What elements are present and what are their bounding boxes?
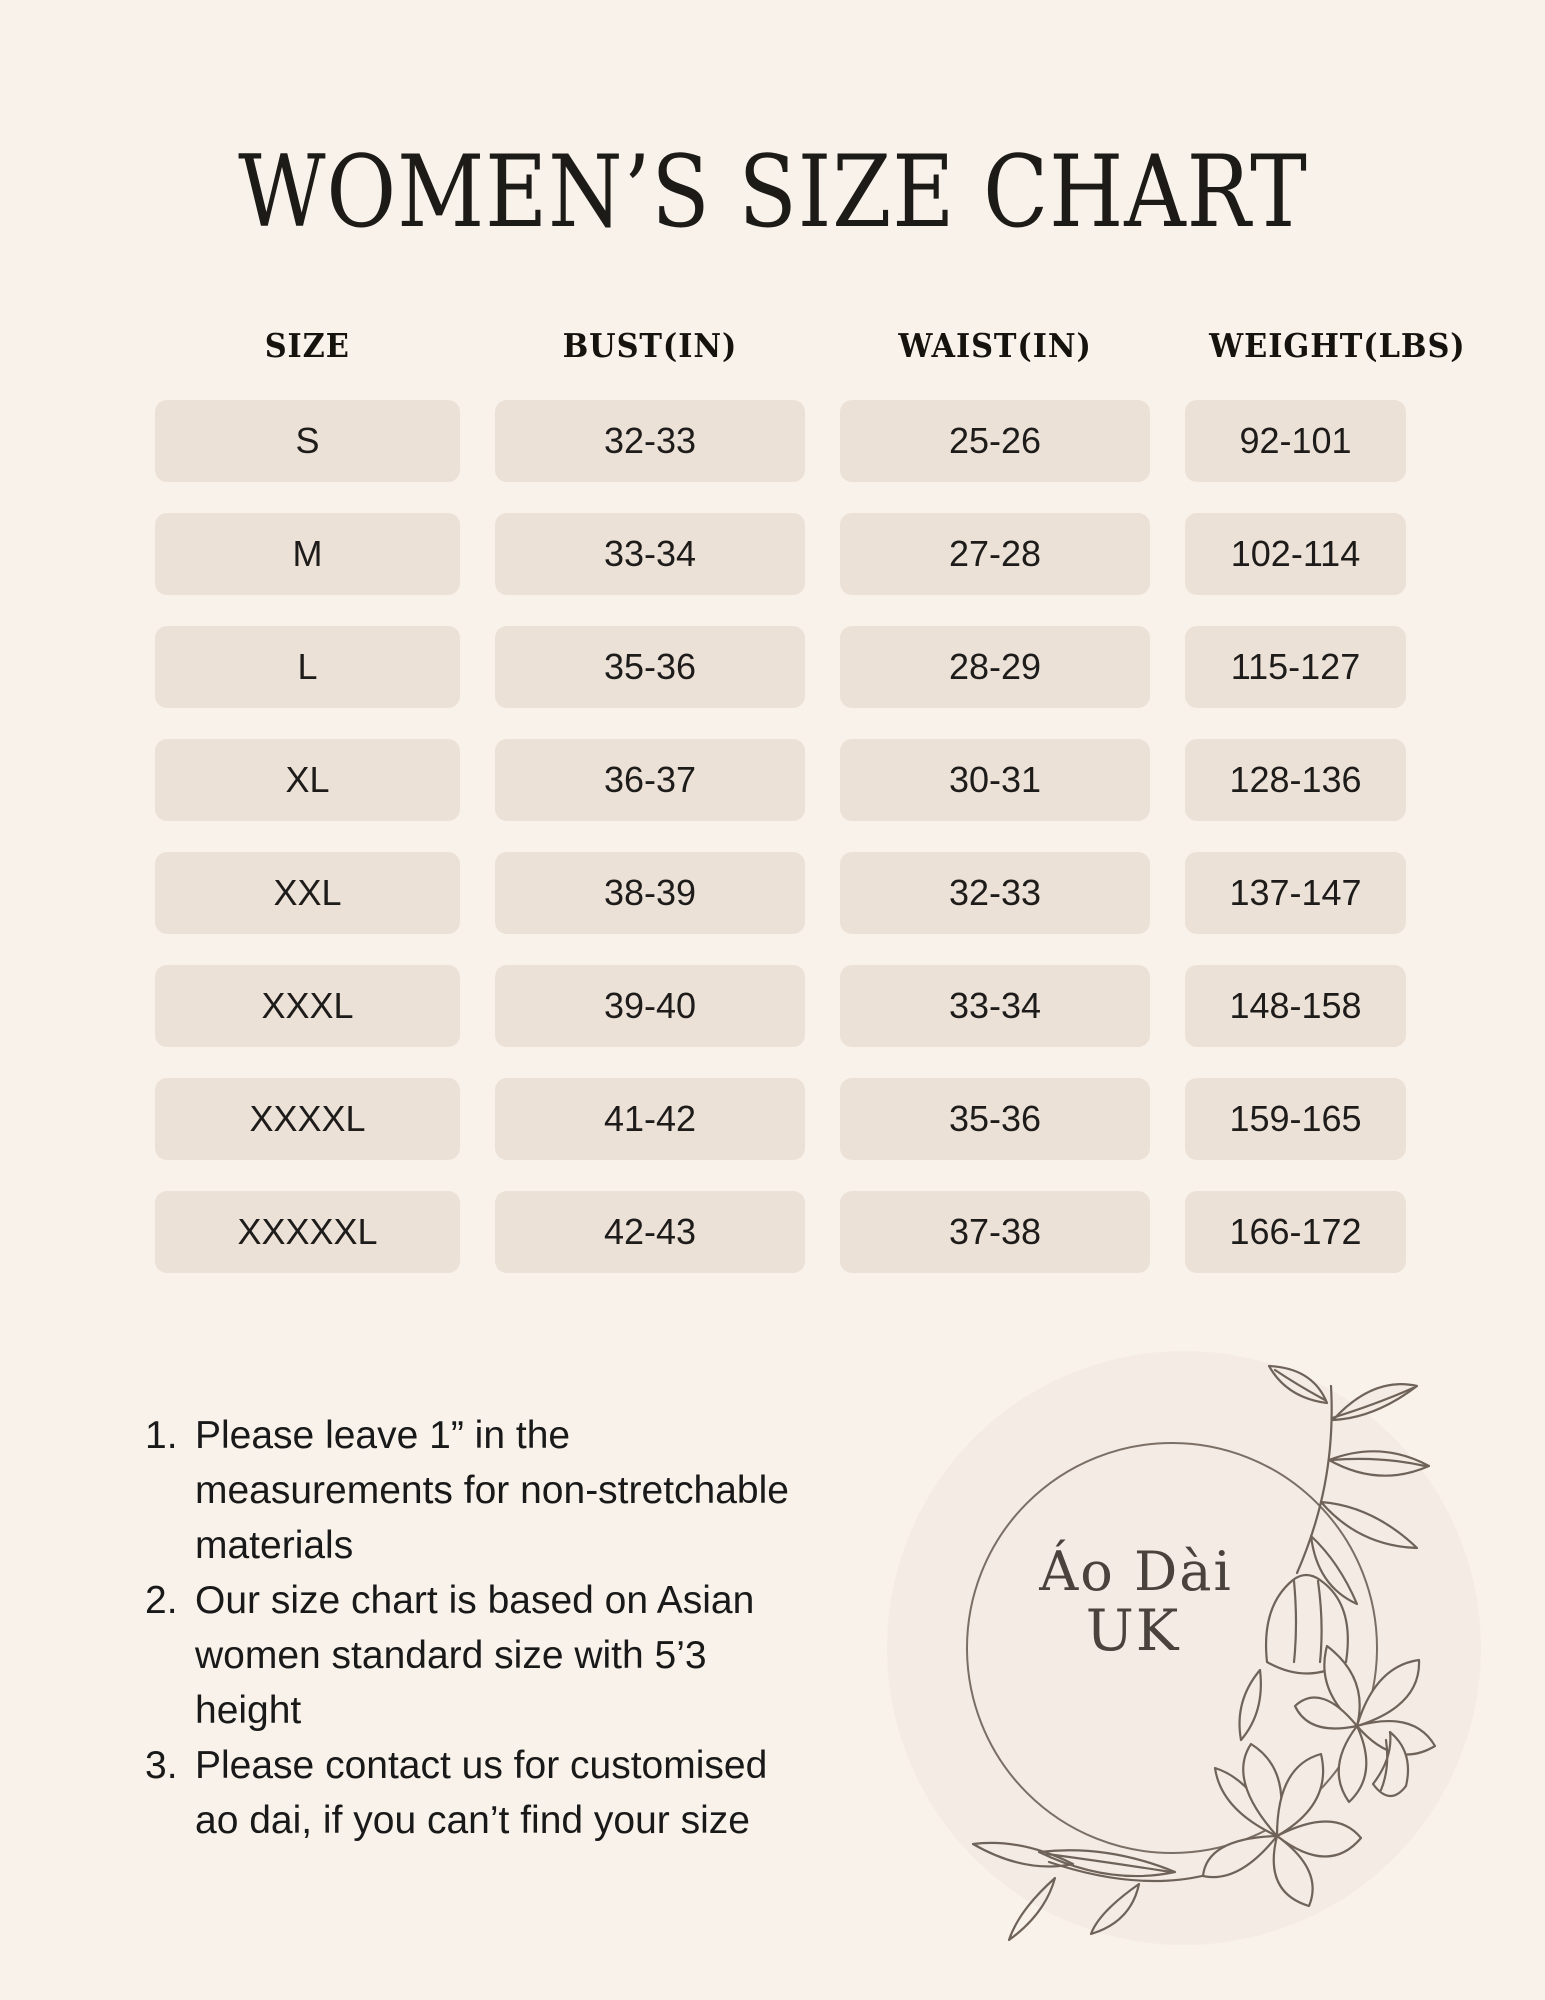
magnolia-flower-upper — [1293, 1644, 1437, 1804]
note-text: Please contact us for customised ao dai,… — [195, 1744, 768, 1842]
row-xxxxl-weight: 159-165 — [1185, 1078, 1406, 1160]
row-s-size: S — [155, 400, 460, 482]
row-xxxxxl-size: XXXXXL — [155, 1191, 460, 1273]
row-xxl-size: XXL — [155, 852, 460, 934]
row-xxxl-bust: 39-40 — [495, 965, 805, 1047]
magnolia-flower-large — [1201, 1742, 1363, 1908]
note-text: Our size chart is based on Asian women s… — [195, 1579, 755, 1732]
row-xxxxxl-bust: 42-43 — [495, 1191, 805, 1273]
note-item-2: 2. Our size chart is based on Asian women… — [145, 1573, 815, 1738]
row-l-weight: 115-127 — [1185, 626, 1406, 708]
row-xxxl-waist: 33-34 — [840, 965, 1150, 1047]
row-xxxl-weight: 148-158 — [1185, 965, 1406, 1047]
size-table-header-row: SIZE BUST(IN) WAIST(IN) WEIGHT(LBS) — [155, 320, 1465, 370]
row-xxxl-size: XXXL — [155, 965, 460, 1047]
row-xxl-bust: 38-39 — [495, 852, 805, 934]
logo-text-line2: UK — [1086, 1598, 1181, 1664]
row-xxxxl-waist: 35-36 — [840, 1078, 1150, 1160]
row-xl-weight: 128-136 — [1185, 739, 1406, 821]
row-xl-bust: 36-37 — [495, 739, 805, 821]
logo-text-line1: Áo Dài — [1038, 1539, 1232, 1603]
page-title-text: WOMEN’S SIZE CHART — [237, 134, 1308, 250]
note-text: Please leave 1” in the measurements for … — [195, 1414, 789, 1567]
header-cell-bust: BUST(IN) — [495, 320, 805, 370]
row-m-weight: 102-114 — [1185, 513, 1406, 595]
row-m-waist: 27-28 — [840, 513, 1150, 595]
size-table-body: S 32-33 25-26 92-101 M 33-34 27-28 102-1… — [155, 400, 1406, 1273]
note-number: 2. — [145, 1579, 178, 1622]
header-size-label: SIZE — [264, 325, 351, 365]
header-cell-waist: WAIST(IN) — [840, 320, 1150, 370]
header-cell-size: SIZE — [155, 320, 460, 370]
row-xxxxxl-waist: 37-38 — [840, 1191, 1150, 1273]
logo-background-circle — [887, 1351, 1481, 1945]
logo-ring — [966, 1442, 1378, 1854]
row-l-waist: 28-29 — [840, 626, 1150, 708]
row-xxl-waist: 32-33 — [840, 852, 1150, 934]
brand-logo: Áo Dài UK — [887, 1351, 1481, 1945]
note-number: 3. — [145, 1744, 178, 1787]
bud-line — [1379, 1738, 1389, 1792]
header-cell-weight: WEIGHT(LBS) — [1185, 320, 1465, 370]
row-l-bust: 35-36 — [495, 626, 805, 708]
note-number: 1. — [145, 1414, 178, 1457]
row-xxxxl-bust: 41-42 — [495, 1078, 805, 1160]
row-xxxxxl-weight: 166-172 — [1185, 1191, 1406, 1273]
row-s-waist: 25-26 — [840, 400, 1150, 482]
row-s-bust: 32-33 — [495, 400, 805, 482]
row-s-weight: 92-101 — [1185, 400, 1406, 482]
floral-illustration-icon — [971, 1364, 1437, 1942]
row-m-bust: 33-34 — [495, 513, 805, 595]
header-bust-label: BUST(IN) — [562, 325, 738, 365]
header-weight-label: WEIGHT(LBS) — [1209, 325, 1466, 365]
row-xl-size: XL — [155, 739, 460, 821]
header-waist-label: WAIST(IN) — [898, 325, 1092, 365]
tulip-lines — [1292, 1579, 1323, 1664]
row-xxl-weight: 137-147 — [1185, 852, 1406, 934]
leaf-branch-bottom-left — [971, 1841, 1177, 1942]
leaf-veins — [1273, 1368, 1427, 1468]
note-item-1: 1. Please leave 1” in the measurements fo… — [145, 1408, 815, 1573]
row-xl-waist: 30-31 — [840, 739, 1150, 821]
row-xxxxl-size: XXXXL — [155, 1078, 460, 1160]
row-m-size: M — [155, 513, 460, 595]
note-item-3: 3. Please contact us for customised ao da… — [145, 1738, 815, 1848]
row-l-size: L — [155, 626, 460, 708]
notes-list: 1. Please leave 1” in the measurements fo… — [145, 1408, 815, 1848]
page-title: WOMEN’S SIZE CHART — [0, 116, 1545, 268]
